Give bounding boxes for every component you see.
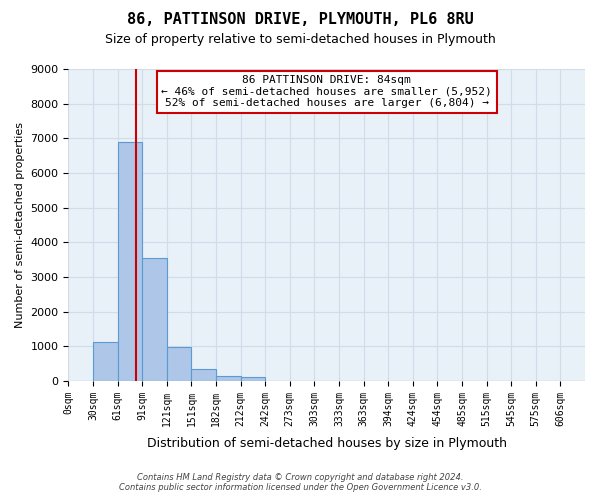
Bar xyxy=(216,376,241,381)
Bar xyxy=(241,378,265,381)
Text: 86, PATTINSON DRIVE, PLYMOUTH, PL6 8RU: 86, PATTINSON DRIVE, PLYMOUTH, PL6 8RU xyxy=(127,12,473,28)
Text: Contains HM Land Registry data © Crown copyright and database right 2024.
Contai: Contains HM Land Registry data © Crown c… xyxy=(119,473,481,492)
Y-axis label: Number of semi-detached properties: Number of semi-detached properties xyxy=(15,122,25,328)
Text: Size of property relative to semi-detached houses in Plymouth: Size of property relative to semi-detach… xyxy=(104,32,496,46)
Bar xyxy=(167,348,191,381)
Text: 86 PATTINSON DRIVE: 84sqm
← 46% of semi-detached houses are smaller (5,952)
52% : 86 PATTINSON DRIVE: 84sqm ← 46% of semi-… xyxy=(161,75,492,108)
Bar xyxy=(191,369,216,381)
Bar xyxy=(142,258,167,381)
Bar xyxy=(93,342,118,381)
X-axis label: Distribution of semi-detached houses by size in Plymouth: Distribution of semi-detached houses by … xyxy=(147,437,507,450)
Bar xyxy=(118,142,142,381)
